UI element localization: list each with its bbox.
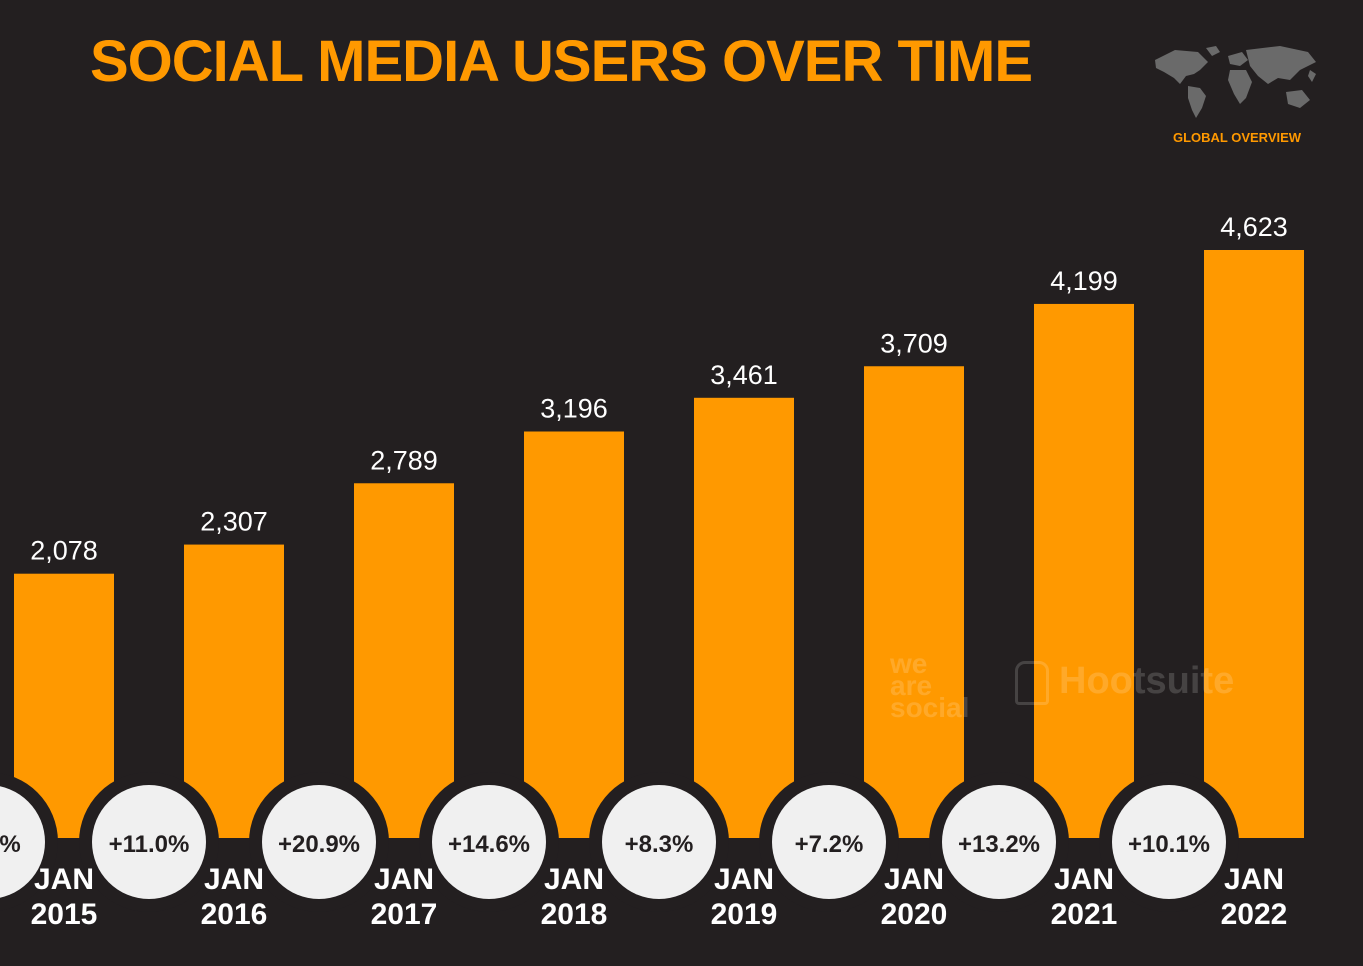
value-label: 3,196 [540, 394, 608, 424]
x-tick-label: 2018 [541, 898, 608, 931]
growth-badge [942, 785, 1056, 899]
bar [1204, 250, 1304, 838]
x-tick-label: JAN [544, 863, 604, 896]
bar [1034, 303, 1134, 839]
growth-label: +11.0% [109, 831, 190, 858]
x-tick-label: JAN [714, 863, 774, 896]
growth-label: +13.2% [958, 831, 1040, 858]
value-label: 2,789 [370, 445, 438, 475]
x-tick-label: JAN [374, 863, 434, 896]
growth-label: +10.1% [1128, 831, 1210, 858]
x-tick-label: JAN [34, 863, 94, 896]
we-are-social-logo: we are social [890, 648, 970, 723]
growth-badge [262, 785, 376, 899]
bar [184, 544, 284, 838]
owl-icon [1015, 660, 1049, 705]
x-tick-label: JAN [1054, 863, 1114, 896]
bar [864, 366, 964, 838]
hootsuite-logo: Hootsuite [1015, 660, 1234, 705]
x-tick-label: 2019 [711, 898, 778, 931]
x-tick-label: 2016 [201, 898, 268, 931]
growth-label: % [0, 831, 21, 858]
x-tick-label: JAN [1224, 863, 1284, 896]
value-label: 3,709 [880, 328, 948, 358]
growth-label: +7.2% [795, 831, 864, 858]
value-label: 4,623 [1220, 212, 1288, 242]
growth-badge [1112, 785, 1226, 899]
bar [524, 431, 624, 838]
x-tick-label: 2022 [1221, 898, 1288, 931]
growth-badge [772, 785, 886, 899]
value-label: 2,078 [30, 536, 98, 566]
value-label: 2,307 [200, 507, 268, 537]
x-tick-label: 2017 [371, 898, 438, 931]
global-overview-caption: GLOBAL OVERVIEW [1172, 130, 1302, 145]
world-map-icon [1155, 46, 1316, 118]
growth-badge [432, 785, 546, 899]
growth-label: +20.9% [278, 831, 360, 858]
x-tick-label: 2015 [31, 898, 98, 931]
bar [694, 397, 794, 838]
x-tick-label: 2020 [881, 898, 948, 931]
growth-badge [92, 785, 206, 899]
value-label: 3,461 [710, 360, 778, 390]
growth-label: +8.3% [625, 831, 694, 858]
growth-badge [602, 785, 716, 899]
value-label: 4,199 [1050, 266, 1118, 296]
chart-title: SOCIAL MEDIA USERS OVER TIME [90, 29, 1033, 94]
x-tick-label: JAN [204, 863, 264, 896]
x-tick-label: JAN [884, 863, 944, 896]
growth-label: +14.6% [448, 831, 530, 858]
x-tick-label: 2021 [1051, 898, 1118, 931]
bar [354, 483, 454, 838]
growth-badge [0, 786, 45, 898]
